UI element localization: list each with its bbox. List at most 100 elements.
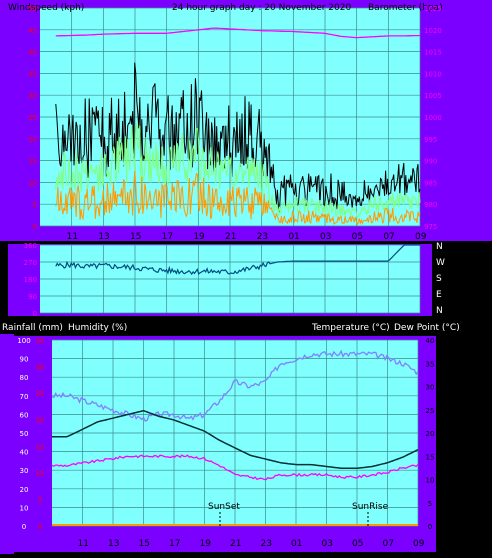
temp-tick-15: 15: [426, 453, 435, 461]
wind-gust-line: [55, 62, 421, 213]
temp-tick-30: 30: [426, 384, 435, 392]
baro-tick-1020: 1020: [424, 27, 442, 35]
wind-tick-20: 20: [28, 136, 37, 144]
top-x-tick-11: 11: [67, 232, 78, 242]
sunrise-label: SunRise: [352, 502, 389, 512]
humidity-tick-90: 90: [20, 356, 29, 364]
bot-x-tick-09: 09: [413, 539, 425, 549]
rain-tick-15: 15: [36, 443, 45, 451]
rain-tick-10: 10: [36, 470, 45, 478]
dir-tick-360: 360: [24, 242, 37, 250]
sunset-label: SunSet: [208, 502, 240, 512]
bot-x-tick-23: 23: [261, 539, 272, 549]
dewpoint-line: [51, 454, 419, 481]
wind-tick-45: 45: [28, 27, 37, 35]
humidity-tick-100: 100: [17, 337, 30, 345]
compass-label-W: W: [436, 258, 445, 268]
top-x-tick-19: 19: [193, 232, 205, 242]
bot-x-tick-03: 03: [322, 539, 333, 549]
rain-tick-5: 5: [38, 496, 42, 504]
humidity-tick-0: 0: [22, 523, 26, 531]
rain-tick-30: 30: [36, 364, 45, 372]
dewpoint-axis-label: Dew Point (°C): [394, 323, 460, 333]
bot-x-tick-11: 11: [78, 539, 89, 549]
wind-tick-30: 30: [28, 92, 37, 100]
humidity-axis-label: Humidity (%): [68, 323, 127, 333]
wind-tick-5: 5: [33, 201, 37, 209]
rain-tick-35: 35: [36, 337, 45, 345]
wind-tick-35: 35: [28, 70, 37, 78]
temp-tick-40: 40: [426, 337, 435, 345]
bot-x-tick-21: 21: [230, 539, 241, 549]
bot-x-tick-19: 19: [200, 539, 212, 549]
temperature-axis-label: Temperature (°C): [311, 323, 390, 333]
top-x-tick-23: 23: [257, 232, 268, 242]
bot-x-tick-17: 17: [169, 539, 180, 549]
baro-tick-975: 975: [424, 223, 437, 231]
baro-tick-980: 980: [424, 201, 437, 209]
windspeed-axis-label: Windspeed (kph): [8, 3, 84, 13]
wind-tick-50: 50: [28, 5, 37, 13]
bot-x-tick-07: 07: [383, 539, 394, 549]
top-x-tick-03: 03: [320, 232, 331, 242]
rainfall-axis-label: Rainfall (mm): [2, 323, 63, 333]
top-x-tick-05: 05: [352, 232, 363, 242]
baro-tick-990: 990: [424, 158, 437, 166]
wind-tick-15: 15: [28, 158, 37, 166]
humidity-tick-10: 10: [20, 504, 29, 512]
humidity-tick-40: 40: [20, 449, 29, 457]
humidity-tick-80: 80: [20, 374, 29, 382]
temp-tick-0: 0: [428, 523, 432, 531]
dir-tick-270: 270: [24, 259, 37, 267]
compass-label-E: E: [436, 290, 442, 300]
temp-tick-20: 20: [426, 430, 435, 438]
humidity-tick-20: 20: [20, 486, 29, 494]
wind-tick-0: 0: [33, 223, 37, 231]
compass-label-N: N: [436, 306, 443, 316]
rain-tick-20: 20: [36, 417, 45, 425]
dir-tick-90: 90: [28, 293, 37, 301]
top-x-tick-15: 15: [130, 232, 141, 242]
rain-tick-0: 0: [38, 523, 42, 531]
top-x-tick-13: 13: [98, 232, 109, 242]
baro-tick-985: 985: [424, 179, 437, 187]
wind-tick-10: 10: [28, 179, 37, 187]
humidity-tick-30: 30: [20, 467, 29, 475]
baro-tick-1015: 1015: [424, 49, 442, 57]
baro-tick-1010: 1010: [424, 70, 442, 78]
temp-tick-10: 10: [426, 477, 435, 485]
temp-tick-5: 5: [428, 500, 432, 508]
humidity-tick-60: 60: [20, 411, 29, 419]
top-chart-title: 24 hour graph day : 20 November 2020: [172, 3, 351, 13]
bottom-left-edge: [0, 334, 14, 554]
top-x-tick-07: 07: [383, 232, 394, 242]
wind-tick-25: 25: [28, 114, 37, 122]
baro-tick-1000: 1000: [424, 114, 442, 122]
temperature-line: [51, 349, 419, 422]
wind-direction-line: [55, 244, 420, 276]
temp-tick-35: 35: [426, 360, 435, 368]
dir-tick-180: 180: [24, 276, 37, 284]
compass-label-N: N: [436, 242, 443, 252]
top-x-tick-21: 21: [225, 232, 236, 242]
top-x-tick-01: 01: [288, 232, 299, 242]
humidity-tick-50: 50: [20, 430, 29, 438]
baro-tick-1025: 1025: [424, 5, 442, 13]
top-x-tick-17: 17: [162, 232, 173, 242]
wind-average-line: [55, 171, 421, 226]
top-x-tick-09: 09: [415, 232, 427, 242]
humidity-tick-70: 70: [20, 393, 29, 401]
baro-tick-995: 995: [424, 136, 437, 144]
bot-x-tick-01: 01: [291, 539, 302, 549]
temp-tick-25: 25: [426, 407, 435, 415]
barometer-line: [55, 27, 421, 39]
dir-tick-0: 0: [33, 310, 37, 318]
bot-x-tick-05: 05: [352, 539, 363, 549]
wind-tick-40: 40: [28, 49, 37, 57]
humidity-line: [52, 409, 419, 470]
baro-tick-1005: 1005: [424, 92, 442, 100]
bot-x-tick-15: 15: [139, 539, 150, 549]
rain-tick-25: 25: [36, 390, 45, 398]
